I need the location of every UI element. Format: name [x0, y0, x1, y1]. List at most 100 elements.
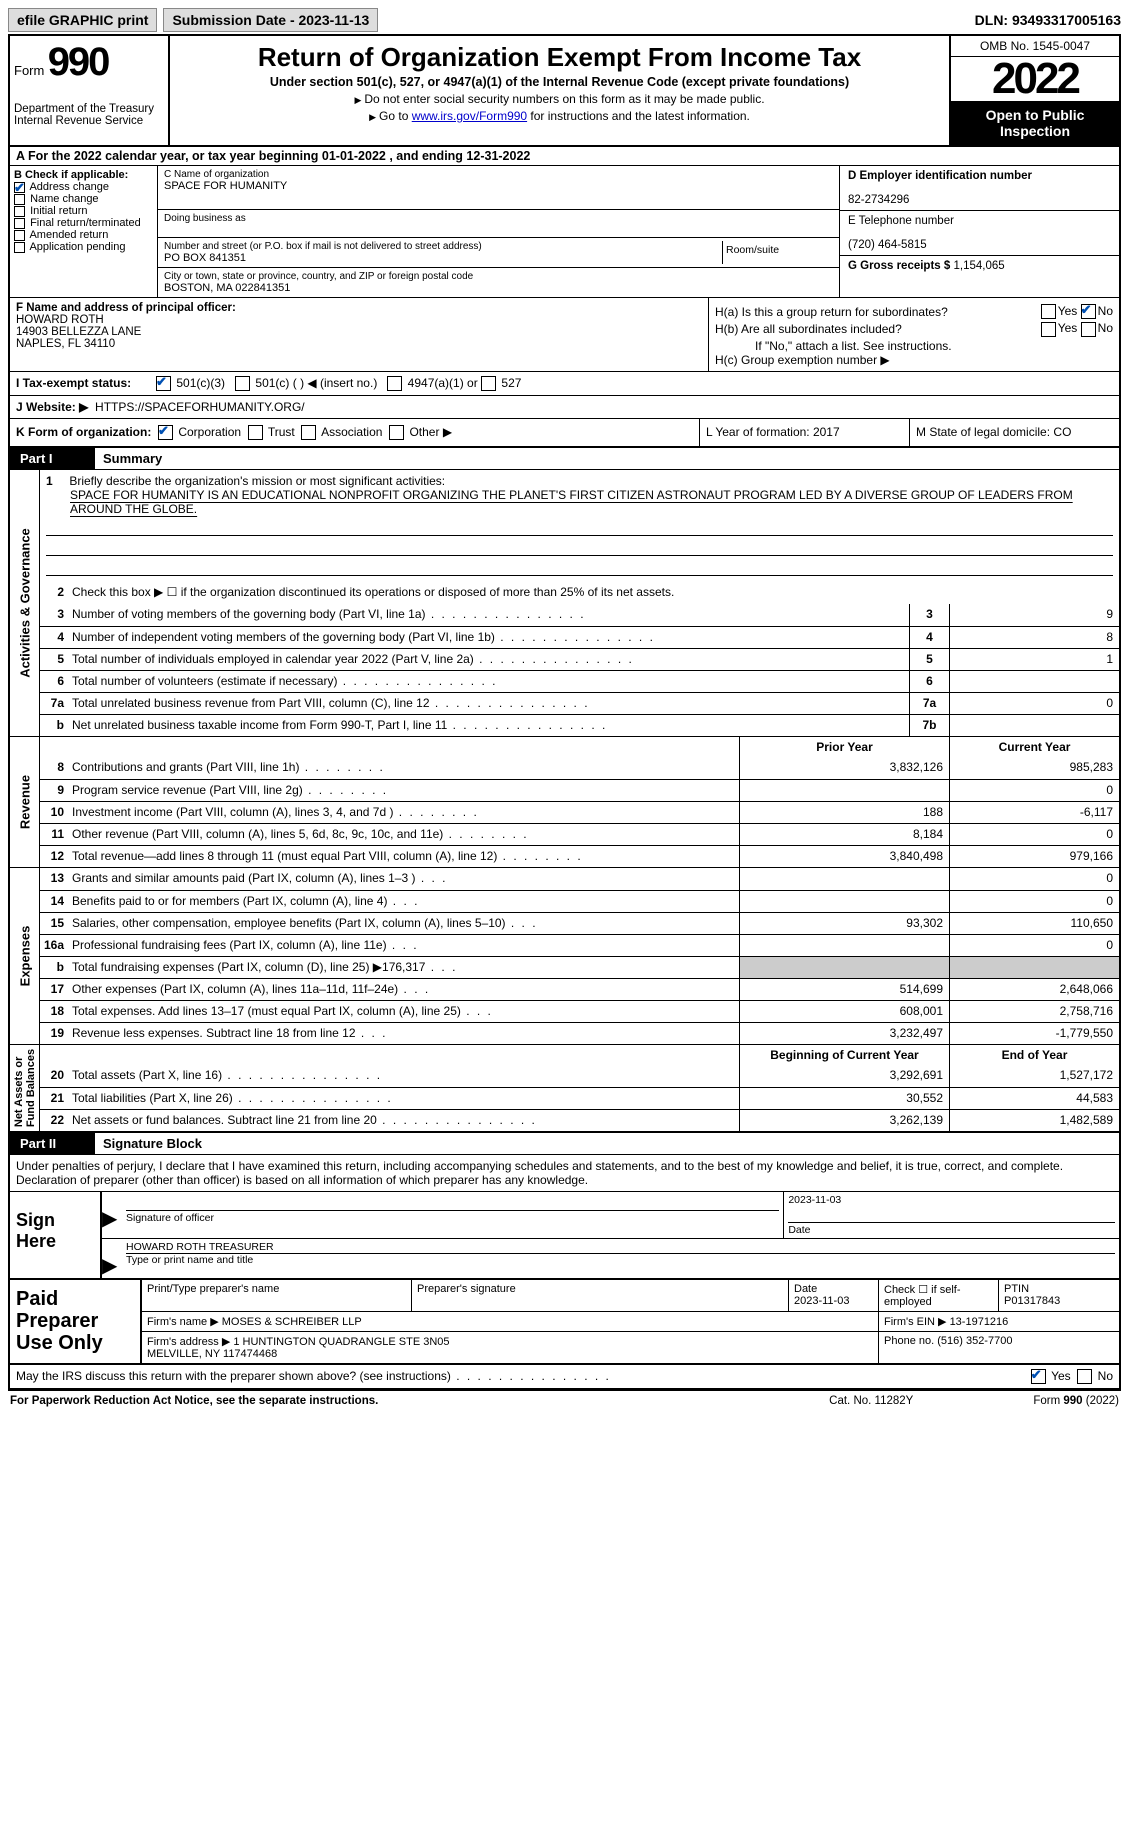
efile-button[interactable]: efile GRAPHIC print: [8, 8, 157, 32]
paid-prep-label: PaidPreparerUse Only: [10, 1280, 140, 1363]
chk-hb-yes[interactable]: [1041, 322, 1056, 337]
line-val: 8: [949, 627, 1119, 648]
chk-corp[interactable]: [158, 425, 173, 440]
chk-assoc[interactable]: [301, 425, 316, 440]
chk-other[interactable]: [389, 425, 404, 440]
line-val: 9: [949, 604, 1119, 626]
col-b-checkboxes: B Check if applicable: Address change Na…: [10, 166, 158, 297]
chk-application[interactable]: [14, 242, 25, 253]
city-value: BOSTON, MA 022841351: [164, 282, 833, 294]
chk-527[interactable]: [481, 376, 496, 391]
dept-text: Department of the TreasuryInternal Reven…: [14, 103, 164, 127]
typed-name-label: Type or print name and title: [126, 1253, 1115, 1266]
part1-title: Summary: [95, 448, 170, 469]
chk-hb-no[interactable]: [1081, 322, 1096, 337]
dln-text: DLN: 93493317005163: [975, 12, 1121, 28]
form-title: Return of Organization Exempt From Incom…: [180, 42, 939, 73]
line-prior: [739, 780, 949, 801]
period-pre: A For the 2022 calendar year, or tax yea…: [16, 149, 322, 163]
chk-4947[interactable]: [387, 376, 402, 391]
part2-num: Part II: [10, 1133, 95, 1154]
section-b-to-g: B Check if applicable: Address change Na…: [10, 166, 1119, 298]
lbl-assoc: Association: [321, 425, 382, 439]
sig-arrow-icon2: ▶: [102, 1239, 122, 1278]
submission-date-button[interactable]: Submission Date - 2023-11-13: [163, 8, 378, 32]
firm-addr-label: Firm's address ▶: [147, 1336, 230, 1348]
open-to-public: Open to Public Inspection: [951, 101, 1119, 145]
chk-address-change[interactable]: [14, 182, 25, 193]
lbl-corp: Corporation: [178, 425, 241, 439]
mission-block: 1 Briefly describe the organization's mi…: [40, 470, 1119, 582]
uline2: [46, 538, 1113, 556]
header-right: OMB No. 1545-0047 2022 Open to Public In…: [949, 36, 1119, 145]
line-desc: Salaries, other compensation, employee b…: [68, 913, 739, 934]
b-title: B Check if applicable:: [14, 169, 153, 181]
line-prior: 608,001: [739, 1001, 949, 1022]
firm-phone-label: Phone no.: [884, 1335, 934, 1347]
summary-line: 6 Total number of volunteers (estimate i…: [40, 670, 1119, 692]
line-prior: 93,302: [739, 913, 949, 934]
line-current: 2,648,066: [949, 979, 1119, 1000]
line-desc: Other expenses (Part IX, column (A), lin…: [68, 979, 739, 1000]
website-url: HTTPS://SPACEFORHUMANITY.ORG/: [95, 400, 305, 414]
chk-amended[interactable]: [14, 230, 25, 241]
line-num: 15: [40, 913, 68, 934]
line1-num: 1: [46, 474, 66, 488]
hdr-boy: Beginning of Current Year: [739, 1045, 949, 1065]
row-j-website: J Website: ▶ HTTPS://SPACEFORHUMANITY.OR…: [10, 396, 1119, 419]
firm-name: MOSES & SCHREIBER LLP: [222, 1316, 362, 1328]
line-current: -1,779,550: [949, 1023, 1119, 1044]
line-prior: 3,262,139: [739, 1110, 949, 1131]
section-revenue: Revenue b Prior Year Current Year 8 Cont…: [10, 737, 1119, 868]
ein-value: 82-2734296: [848, 194, 909, 206]
line-num: 12: [40, 846, 68, 867]
form-number: 990: [48, 40, 109, 84]
chk-discuss-yes[interactable]: [1031, 1369, 1046, 1384]
summary-line: 12 Total revenue—add lines 8 through 11 …: [40, 845, 1119, 867]
lbl-other: Other ▶: [409, 425, 452, 439]
chk-trust[interactable]: [248, 425, 263, 440]
line-desc: Number of voting members of the governin…: [68, 604, 909, 626]
summary-line: 10 Investment income (Part VIII, column …: [40, 801, 1119, 823]
sign-here-label: SignHere: [10, 1192, 100, 1278]
line-prior: 30,552: [739, 1088, 949, 1109]
header-center: Return of Organization Exempt From Incom…: [170, 36, 949, 145]
ha-label: H(a) Is this a group return for subordin…: [715, 305, 1041, 319]
chk-final[interactable]: [14, 218, 25, 229]
line-desc: Total unrelated business revenue from Pa…: [68, 693, 909, 714]
irs-link[interactable]: www.irs.gov/Form990: [412, 109, 527, 123]
chk-501c3[interactable]: [156, 376, 171, 391]
line-num: 14: [40, 891, 68, 912]
summary-line: 3 Number of voting members of the govern…: [40, 604, 1119, 626]
line-num: 19: [40, 1023, 68, 1044]
chk-discuss-no[interactable]: [1077, 1369, 1092, 1384]
chk-ha-no[interactable]: [1081, 304, 1096, 319]
summary-line: b Net unrelated business taxable income …: [40, 714, 1119, 736]
section-f-h: F Name and address of principal officer:…: [10, 298, 1119, 372]
summary-line: 15 Salaries, other compensation, employe…: [40, 912, 1119, 934]
lbl-trust: Trust: [268, 425, 295, 439]
mission-text: SPACE FOR HUMANITY IS AN EDUCATIONAL NON…: [70, 488, 1113, 516]
line-box: 4: [909, 627, 949, 648]
chk-name-change[interactable]: [14, 194, 25, 205]
chk-initial[interactable]: [14, 206, 25, 217]
signature-intro: Under penalties of perjury, I declare th…: [10, 1155, 1119, 1192]
chk-501c[interactable]: [235, 376, 250, 391]
line-num: 20: [40, 1065, 68, 1087]
line-val: 0: [949, 693, 1119, 714]
line-num: 3: [40, 604, 68, 626]
lbl-name-change: Name change: [30, 193, 99, 205]
line-desc: Net unrelated business taxable income fr…: [68, 715, 909, 736]
line-num: 10: [40, 802, 68, 823]
chk-ha-yes[interactable]: [1041, 304, 1056, 319]
col-f-officer: F Name and address of principal officer:…: [10, 298, 709, 371]
line-desc: Total liabilities (Part X, line 26): [68, 1088, 739, 1109]
officer-addr1: 14903 BELLEZZA LANE: [16, 326, 141, 338]
line-num: b: [40, 715, 68, 736]
summary-line: 17 Other expenses (Part IX, column (A), …: [40, 978, 1119, 1000]
line-box: 6: [909, 671, 949, 692]
line-desc: Number of independent voting members of …: [68, 627, 909, 648]
hb-label: H(b) Are all subordinates included?: [715, 322, 1041, 336]
summary-line: 11 Other revenue (Part VIII, column (A),…: [40, 823, 1119, 845]
header-left: Form 990 Department of the TreasuryInter…: [10, 36, 170, 145]
